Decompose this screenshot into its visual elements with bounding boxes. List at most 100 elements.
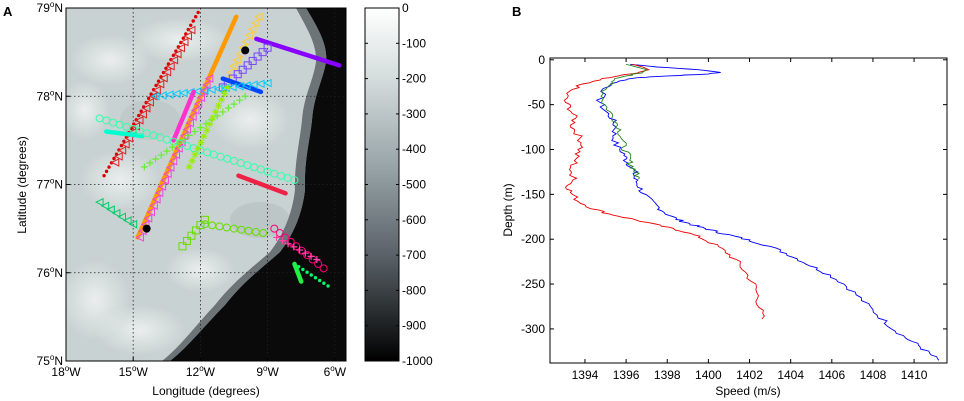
track-marker: [106, 205, 115, 214]
profile-x-tick-label: 1394: [572, 368, 599, 382]
track-marker: [241, 37, 251, 46]
panel-b-letter: B: [512, 4, 521, 19]
track-marker: [232, 55, 241, 65]
profile-x-tick-label: 1408: [860, 368, 887, 382]
track-marker: [224, 104, 232, 112]
track-marker: [185, 131, 193, 139]
track-marker: [228, 61, 238, 71]
profile-x-tick-label: 1400: [695, 368, 722, 382]
map-track: [140, 92, 249, 171]
track-marker: [166, 61, 175, 71]
track-marker: [326, 284, 330, 288]
track-marker: [227, 82, 237, 92]
map-track: [292, 261, 304, 284]
track-marker: [185, 163, 193, 171]
track-marker: [174, 49, 178, 53]
track-marker: [135, 233, 144, 242]
colorbar-tick-label: -700: [402, 248, 426, 262]
track-marker: [301, 267, 305, 272]
track-marker: [159, 73, 168, 83]
track-marker: [122, 216, 132, 225]
track-line: [220, 76, 264, 95]
track-marker: [200, 132, 208, 140]
track-marker: [243, 61, 252, 70]
track-marker: [169, 55, 179, 65]
profile-x-tick-label: 1402: [736, 368, 763, 382]
track-marker: [157, 91, 167, 100]
track-marker: [185, 118, 194, 128]
track-marker: [111, 208, 121, 218]
colorbar-ticks: 0 -100 -200 -300 -400 -500 -600 -700 -800 -900 -10…: [365, 1, 433, 368]
track-marker: [160, 175, 169, 185]
track-marker: [212, 108, 220, 116]
colorbar-tick-label: -900: [402, 319, 426, 333]
map-x-tick-label: 9oW: [256, 364, 279, 379]
map-track: [104, 129, 145, 139]
track-marker: [199, 86, 208, 96]
track-marker: [203, 126, 211, 134]
track-marker: [181, 36, 186, 40]
map-y-tick-label: 78oN: [37, 88, 63, 103]
track-marker: [254, 12, 263, 22]
track-marker: [188, 112, 197, 122]
track-marker: [190, 106, 200, 115]
track-marker: [196, 93, 206, 102]
track-marker: [290, 176, 299, 185]
map-track: [110, 25, 196, 167]
track-marker: [104, 169, 109, 174]
track-marker: [164, 66, 168, 70]
profile-y-tick-label: -250: [521, 277, 545, 291]
profile-line: [600, 63, 648, 180]
track-marker: [148, 91, 158, 101]
track-marker: [247, 24, 257, 34]
track-marker: [155, 79, 165, 89]
track-marker: [138, 109, 147, 119]
track-line: [254, 36, 342, 68]
map-x-tick-label: 18oW: [51, 364, 81, 379]
map-track: [94, 197, 138, 229]
track-marker: [151, 195, 161, 204]
track-marker: [114, 152, 123, 161]
map-y-axis-label: Latitude (degrees): [15, 136, 29, 233]
track-marker: [168, 143, 176, 151]
colorbar-tick-label: -600: [402, 213, 426, 227]
track-marker: [219, 108, 227, 116]
track-marker: [164, 90, 174, 99]
profile-line: [595, 63, 940, 361]
track-marker: [200, 215, 209, 224]
map-y-tick-label: 76oN: [37, 265, 63, 280]
map-y-tick-label: 75oN: [37, 353, 63, 368]
track-marker: [214, 102, 222, 110]
colorbar: [364, 7, 400, 362]
track-marker: [296, 246, 304, 254]
track-marker: [188, 157, 196, 165]
track-marker: [258, 48, 267, 57]
track-marker: [317, 278, 322, 283]
track-marker: [176, 43, 186, 53]
track-marker: [178, 88, 188, 98]
track-marker: [157, 151, 165, 159]
track-marker: [238, 65, 247, 74]
map-plot-area: [66, 8, 346, 361]
track-marker: [178, 242, 187, 251]
track-line: [104, 129, 145, 139]
track-marker: [180, 135, 188, 143]
map-track: [273, 233, 321, 264]
colorbar-tick-label: -300: [402, 107, 426, 121]
track-marker: [233, 70, 242, 79]
track-marker: [223, 83, 231, 91]
track-marker: [187, 231, 196, 240]
track-marker: [236, 96, 244, 104]
track-marker: [94, 197, 104, 207]
profile-y-axis-label: Depth (m): [501, 183, 515, 236]
track-marker: [255, 79, 265, 89]
track-marker: [217, 96, 225, 104]
profile-y-tick-label: 0: [538, 53, 545, 67]
track-marker: [183, 31, 192, 41]
track-marker: [290, 243, 298, 251]
track-marker: [107, 165, 111, 169]
profile-y-ticks: 0 -50 -100 -150 -200 -250 -300: [521, 53, 947, 336]
colorbar-tick-label: -100: [402, 36, 426, 50]
track-marker: [171, 150, 181, 160]
